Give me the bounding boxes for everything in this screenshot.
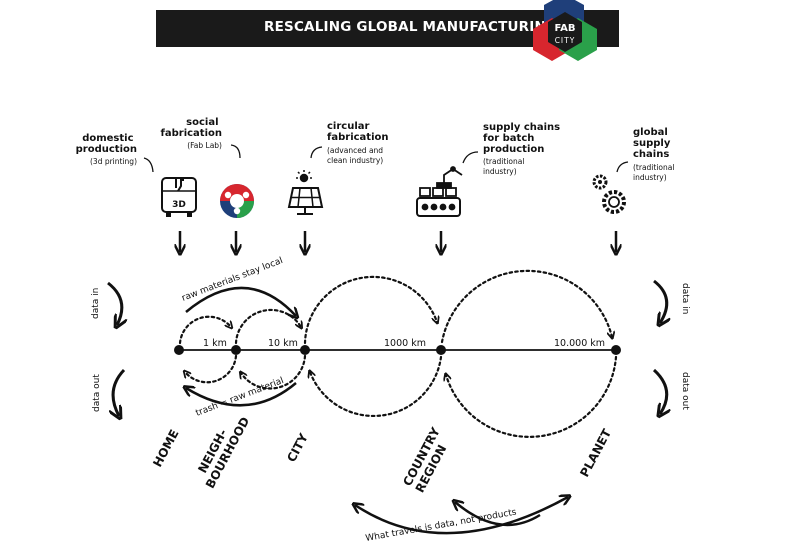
raw-materials-label: raw materials stay local bbox=[180, 256, 284, 304]
trash-arc bbox=[186, 382, 297, 407]
category-subtitle: (3d printing) bbox=[90, 157, 137, 166]
bottom-arc-left bbox=[355, 497, 568, 535]
page-title: RESCALING GLOBAL MANUFACTURING bbox=[264, 19, 558, 35]
fab-lab-logo-icon bbox=[220, 184, 254, 218]
category-subtitle: (traditional industry) bbox=[633, 163, 677, 182]
category-title: global supply chains bbox=[633, 127, 674, 160]
node-city bbox=[300, 345, 310, 355]
solar-panel-icon bbox=[287, 170, 324, 215]
node-home bbox=[174, 345, 184, 355]
data-out-right-arrow bbox=[652, 368, 667, 414]
3d-label: 3D bbox=[172, 200, 186, 210]
category-title: domestic production bbox=[76, 133, 137, 155]
category-global: global supply chains (traditional indust… bbox=[616, 127, 677, 182]
home-loop-return bbox=[185, 354, 238, 384]
data-out-right-label: data out bbox=[680, 372, 690, 410]
region-loop-return bbox=[446, 355, 618, 438]
conveyor-robot-icon bbox=[416, 166, 463, 217]
category-circular: circular fabrication (advanced and clean… bbox=[310, 121, 389, 165]
city-loop-return bbox=[310, 355, 443, 418]
distance-label: 10.000 km bbox=[554, 338, 605, 349]
distance-label: 1000 km bbox=[384, 338, 426, 349]
category-title: circular fabrication bbox=[327, 121, 389, 143]
logo-text-city: CITY bbox=[555, 36, 576, 45]
data-in-right-arrow bbox=[653, 279, 667, 323]
distance-label: 10 km bbox=[268, 338, 298, 349]
node-region bbox=[436, 345, 446, 355]
down-arrows bbox=[180, 231, 616, 252]
home-loop bbox=[178, 315, 231, 345]
bottom-arc-right bbox=[455, 502, 541, 527]
3d-printer-icon: 3D bbox=[161, 177, 197, 217]
dotted-loops bbox=[178, 269, 618, 438]
data-in-left-label: data in bbox=[91, 288, 101, 319]
category-supply-batch: supply chains for batch production (trad… bbox=[462, 122, 564, 176]
node-neighbourhood bbox=[231, 345, 241, 355]
data-arrows bbox=[107, 279, 667, 416]
category-title: supply chains for batch production bbox=[483, 122, 564, 155]
fab-city-logo: FAB CITY bbox=[533, 0, 597, 61]
region-loop bbox=[440, 269, 612, 344]
neighbourhood-loop-return bbox=[241, 354, 307, 390]
logo-center-hex bbox=[548, 12, 582, 52]
category-subtitle: (Fab Lab) bbox=[187, 141, 222, 150]
data-out-left-label: data out bbox=[92, 374, 102, 412]
node-planet bbox=[611, 345, 621, 355]
solid-arcs bbox=[185, 286, 568, 535]
category-domestic: domestic production (3d printing) bbox=[76, 133, 154, 173]
city-loop bbox=[303, 275, 437, 345]
scale-label-home: HOME bbox=[150, 427, 181, 469]
category-social: social fabrication (Fab Lab) bbox=[161, 117, 241, 159]
scale-label-region: COUNTRY REGION bbox=[400, 421, 457, 495]
category-subtitle: (traditional industry) bbox=[483, 157, 527, 176]
data-out-left-arrow bbox=[113, 368, 126, 416]
category-subtitle: (advanced and clean industry) bbox=[327, 146, 385, 165]
logo-text-fab: FAB bbox=[554, 23, 575, 34]
scale-label-planet: PLANET bbox=[577, 426, 614, 479]
scale-label-city: CITY bbox=[284, 431, 311, 464]
scale-nodes bbox=[174, 345, 621, 355]
category-title: social fabrication bbox=[161, 117, 223, 139]
gears-icon bbox=[592, 174, 626, 214]
data-in-right-label: data in bbox=[680, 283, 690, 314]
data-in-left-arrow bbox=[107, 281, 122, 325]
scale-label-neighbourhood: NEIGH- BOURHOOD bbox=[191, 408, 253, 491]
distance-label: 1 km bbox=[203, 338, 227, 349]
raw-materials-arc bbox=[185, 286, 296, 316]
